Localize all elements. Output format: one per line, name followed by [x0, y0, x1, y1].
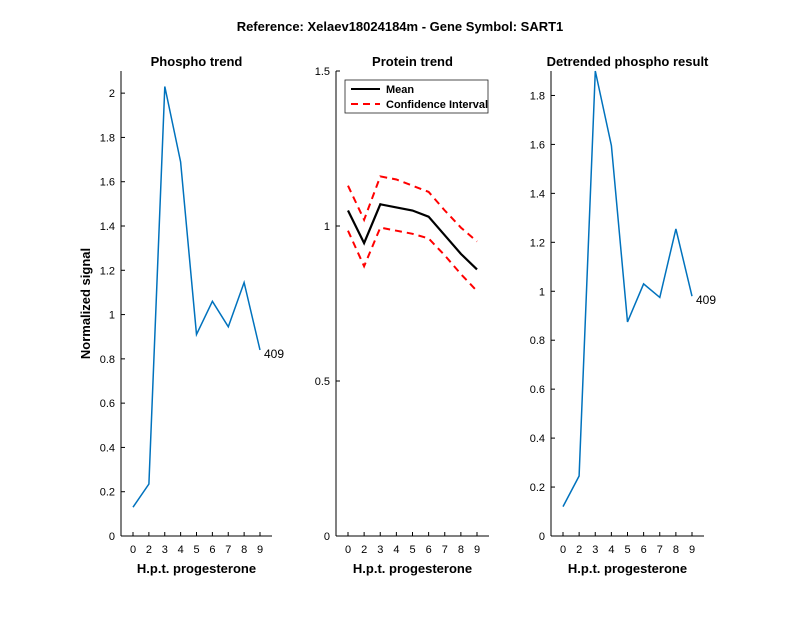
x-tick-label: 8: [673, 544, 679, 556]
legend-box: [344, 79, 489, 114]
y-tick-label: 1.5: [315, 66, 330, 78]
x-tick-label: 9: [474, 544, 480, 556]
y-tick-label: 0: [324, 531, 330, 543]
legend-entry: Mean: [386, 84, 414, 96]
y-tick-label: 0.4: [100, 442, 115, 454]
y-tick-label: 1.6: [100, 177, 115, 189]
y-tick-label: 1.8: [100, 132, 115, 144]
x-tick-label: 7: [657, 544, 663, 556]
chart-panel-1: 00.20.40.60.811.21.41.61.820 2 3 4 5 6 7 8 9Phos…: [78, 54, 284, 576]
x-tick-label: 9: [257, 544, 263, 556]
panels: 00.20.40.60.811.21.41.61.820 2 3 4 5 6 7 8 9Phos…: [78, 54, 716, 576]
y-tick-label: 1: [324, 221, 330, 233]
y-tick-label: 1.2: [100, 265, 115, 277]
y-tick-label: 1.4: [530, 188, 545, 200]
y-tick-label: 0.6: [100, 398, 115, 410]
x-tick-label: 6: [426, 544, 432, 556]
x-tick-label: 7: [225, 544, 231, 556]
y-tick-label: 0.8: [530, 335, 545, 347]
y-tick-label: 1: [109, 310, 115, 322]
x-tick-label: 3: [592, 544, 598, 556]
x-tick-label: 3: [162, 544, 168, 556]
confidence-interval-line: [347, 226, 478, 292]
x-tick-label: 5: [409, 544, 415, 556]
x-tick-label: 5: [193, 544, 199, 556]
x-tick-label: 8: [458, 544, 464, 556]
y-tick-label: 0: [539, 531, 545, 543]
x-tick-label: 9: [689, 544, 695, 556]
chart-panel-3: 00.20.40.60.811.21.41.61.80 2 3 4 5 6 7 8 9Detre…: [530, 54, 717, 576]
y-tick-label: 0.4: [530, 433, 545, 445]
x-tick-label: 4: [608, 544, 614, 556]
x-tick-label: 2: [576, 544, 582, 556]
legend: Mean Confidence Interval: [344, 79, 489, 114]
phospho-series-line: [562, 70, 693, 507]
chart-title: Phospho trend: [151, 54, 243, 69]
chart-title: Detrended phospho result: [547, 54, 709, 69]
y-axis-label: Normalized signal: [78, 248, 93, 359]
y-tick-label: 1.4: [100, 221, 115, 233]
x-axis-label: H.p.t. progesterone: [568, 561, 687, 576]
x-axis-label: H.p.t. progesterone: [137, 561, 256, 576]
x-tick-label: 4: [178, 544, 184, 556]
y-tick-label: 0: [109, 531, 115, 543]
x-tick-label: 0: [130, 544, 136, 556]
series-end-label: 409: [696, 293, 716, 307]
y-tick-label: 1: [539, 286, 545, 298]
y-tick-label: 0.6: [530, 384, 545, 396]
y-tick-label: 0.2: [100, 487, 115, 499]
x-tick-label: 2: [146, 544, 152, 556]
phospho-series-line: [132, 86, 261, 508]
y-tick-label: 0.2: [530, 482, 545, 494]
chart-title: Protein trend: [372, 54, 453, 69]
y-tick-label: 2: [109, 88, 115, 100]
legend-entry: Confidence Interval: [386, 99, 488, 111]
x-tick-label: 7: [442, 544, 448, 556]
y-tick-label: 1.6: [530, 139, 545, 151]
y-tick-label: 0.8: [100, 354, 115, 366]
y-tick-label: 1.8: [530, 90, 545, 102]
x-tick-label: 8: [241, 544, 247, 556]
x-tick-label: 3: [377, 544, 383, 556]
x-tick-label: 6: [209, 544, 215, 556]
x-tick-label: 0: [560, 544, 566, 556]
figure-title: Reference: Xelaev18024184m - Gene Symbol…: [237, 19, 564, 34]
confidence-interval-line: [347, 175, 478, 243]
x-tick-label: 2: [361, 544, 367, 556]
x-tick-label: 5: [624, 544, 630, 556]
x-axis-label: H.p.t. progesterone: [353, 561, 472, 576]
x-tick-label: 4: [393, 544, 399, 556]
x-tick-label: 0: [345, 544, 351, 556]
y-tick-label: 0.5: [315, 376, 330, 388]
series-end-label: 409: [264, 347, 284, 361]
y-tick-label: 1.2: [530, 237, 545, 249]
mean-line: [347, 203, 478, 271]
x-tick-label: 6: [641, 544, 647, 556]
